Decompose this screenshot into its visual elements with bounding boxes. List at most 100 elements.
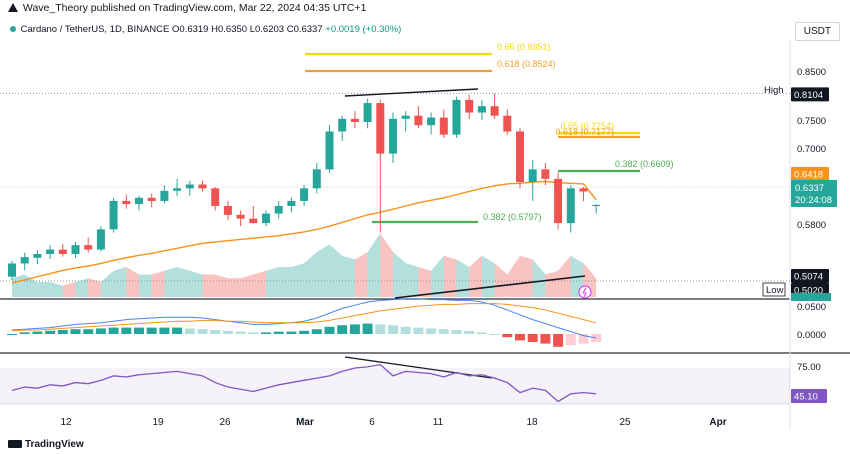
candle-body: [401, 115, 410, 119]
last-price-bg: [791, 180, 837, 207]
macd-histogram-bar: [375, 324, 386, 334]
last-price-value: 0.6337: [795, 183, 824, 194]
candle-body: [122, 200, 131, 205]
macd-histogram-bar: [197, 329, 208, 334]
candle-body: [516, 131, 524, 182]
volume-segment: [12, 274, 25, 297]
candle-body: [198, 184, 207, 189]
candle-body: [363, 103, 372, 122]
fib-label-mid-yellow: 0.65 (0.7254): [560, 121, 614, 131]
rsi-value-label: 45.10: [794, 392, 818, 403]
volume-segment: [189, 270, 203, 297]
candle-body: [160, 190, 169, 201]
lightning-icon: [582, 287, 587, 298]
macd-histogram-bar: [337, 325, 348, 334]
macd-histogram-bar: [134, 327, 144, 334]
symbol-name[interactable]: Cardano / TetherUS, 1D, BINANCE: [20, 24, 170, 35]
change-value: +0.0019 (+0.30%): [325, 24, 402, 35]
high-value: 0.6350: [217, 24, 248, 35]
fib-label-mid-orange: 0.618 (0.7177): [555, 127, 614, 137]
volume-segment: [443, 255, 457, 297]
macd-histogram-bar: [159, 327, 170, 334]
rsi-line: [11, 363, 597, 403]
macd-histogram-bar: [184, 328, 195, 334]
close-label: C: [286, 24, 294, 35]
high-label: H: [211, 24, 218, 35]
macd-histogram-bar: [324, 326, 335, 334]
candle-body: [46, 249, 55, 254]
price-axis-tick: 0.7500: [797, 116, 826, 127]
macd-histogram-bar: [172, 327, 183, 334]
low-label: L: [249, 24, 255, 35]
price-axis-tick: 0.0500: [797, 302, 826, 313]
ma-value-label: 0.5074: [794, 272, 823, 283]
candle-body: [541, 169, 550, 179]
macd-histogram-bar: [388, 325, 398, 334]
high-label: High: [764, 85, 784, 96]
candle-body: [350, 118, 359, 122]
volume-segment: [151, 270, 165, 297]
candle-body: [490, 106, 499, 116]
volume-segment: [177, 267, 190, 297]
macd-histogram-bar: [515, 334, 525, 341]
ema-value-label-bg: [791, 167, 829, 181]
volume-segment: [50, 282, 63, 297]
candle-body: [427, 117, 436, 126]
volume-segment: [62, 282, 76, 297]
time-axis-tick: Mar: [296, 417, 314, 428]
price-axis-tick: 0.0000: [797, 330, 826, 341]
candle-body: [236, 214, 245, 219]
volume-segment: [532, 259, 546, 297]
tradingview-footer[interactable]: TradingView: [8, 439, 84, 450]
macd-histogram-bar: [248, 332, 259, 334]
macd-histogram-bar: [527, 334, 538, 342]
ma-value-label-bg: [791, 269, 829, 283]
macd-histogram-bar: [426, 328, 437, 334]
macd-histogram-bar: [57, 330, 68, 334]
volume-segment: [316, 244, 330, 297]
macd-histogram-bar: [438, 329, 449, 334]
volume-segment: [266, 267, 279, 297]
macd-histogram-bar: [553, 334, 564, 347]
price-axis-tick: 0.5800: [797, 220, 826, 231]
volume-segment: [558, 255, 571, 297]
time-axis-tick: 18: [526, 417, 538, 428]
macd-histogram-bar: [235, 331, 246, 334]
rsi-band: [0, 368, 790, 404]
macd-histogram-bar: [108, 327, 119, 334]
price-axis-tick: 75.00: [797, 362, 821, 373]
candle-body: [579, 188, 588, 192]
volume-segment: [367, 233, 381, 297]
time-axis-tick: 26: [219, 417, 231, 428]
low-value: 0.6203: [254, 24, 285, 35]
candle-body: [20, 257, 29, 264]
volume-segment: [75, 278, 89, 297]
candle-body: [8, 263, 16, 277]
price-axis-tick: 0.7000: [797, 144, 826, 155]
macd-histogram-bar: [273, 331, 284, 334]
volume-segment: [139, 274, 152, 297]
volume-segment: [393, 252, 406, 297]
macd-histogram-bar: [70, 329, 81, 334]
candle-body: [262, 213, 270, 224]
candle-body: [325, 131, 334, 170]
candle-body: [173, 188, 182, 191]
volume-segment: [278, 267, 292, 297]
volume-segment: [113, 267, 127, 297]
macd-histogram-bar: [489, 334, 500, 335]
open-value: 0.6319: [179, 24, 209, 35]
symbol-legend[interactable]: Cardano / TetherUS, 1D, BINANCE O0.6319 …: [8, 24, 401, 35]
candle-body: [109, 200, 118, 230]
volume-segment: [215, 274, 228, 297]
volume-segment: [202, 274, 216, 297]
candle-body: [223, 206, 232, 215]
currency-button[interactable]: USDT: [794, 22, 840, 41]
macd-histogram-bar: [413, 327, 424, 334]
fib-label-top-orange: 0.618 (0.8524): [497, 59, 556, 69]
low-label-bg: [762, 282, 786, 297]
volume-segment: [240, 274, 254, 297]
candle-body: [528, 169, 537, 182]
macd-histogram-bar: [451, 330, 462, 334]
volume-segment: [520, 255, 533, 297]
